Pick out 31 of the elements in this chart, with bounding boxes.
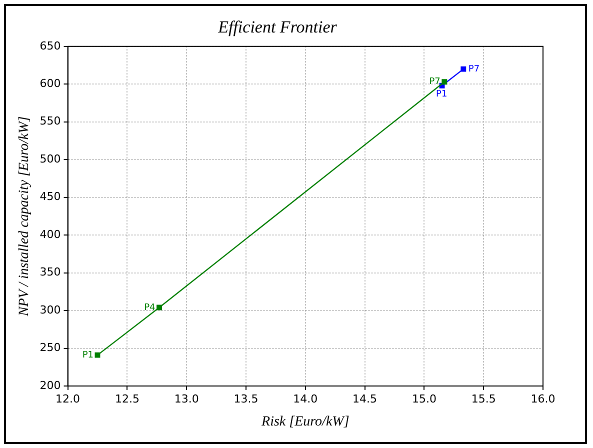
y-tick-label: 550 (40, 114, 61, 128)
x-tick-label: 16.0 (530, 392, 556, 406)
x-tick-label: 12.0 (56, 392, 80, 406)
chart-title: Efficient Frontier (217, 18, 338, 37)
annotation: P7 (429, 77, 440, 88)
y-axis-title: NPV / installed capacity [Euro/kW] (17, 116, 32, 318)
x-tick-label: 15.5 (471, 392, 496, 406)
annotation: P1 (82, 350, 94, 360)
y-tick-label: 300 (40, 303, 61, 316)
point (460, 66, 466, 72)
y-tick-label: 500 (40, 152, 61, 166)
x-tick-label: 14.5 (352, 392, 378, 406)
y-tick-label: 250 (40, 341, 61, 354)
point (94, 352, 100, 358)
y-tick-label: 400 (40, 228, 61, 241)
x-tick-label: 13.5 (234, 392, 258, 406)
annotation: P7 (468, 64, 480, 74)
annotation: P4 (144, 302, 156, 313)
x-tick-label: 14.0 (293, 392, 318, 406)
y-tick-label: 600 (40, 76, 61, 90)
x-tick-label: 15.0 (412, 392, 436, 406)
point (156, 304, 162, 310)
y-tick-label: 450 (40, 190, 61, 204)
x-axis-title: Risk [Euro/kW] (260, 414, 350, 430)
y-tick-label: 200 (40, 378, 61, 392)
x-tick-label: 12.5 (114, 392, 140, 406)
point (442, 79, 448, 85)
y-tick-label: 350 (40, 266, 61, 279)
x-tick-label: 13.0 (174, 392, 199, 406)
annotation: P1 (436, 89, 448, 100)
y-tick-label: 650 (40, 39, 61, 52)
